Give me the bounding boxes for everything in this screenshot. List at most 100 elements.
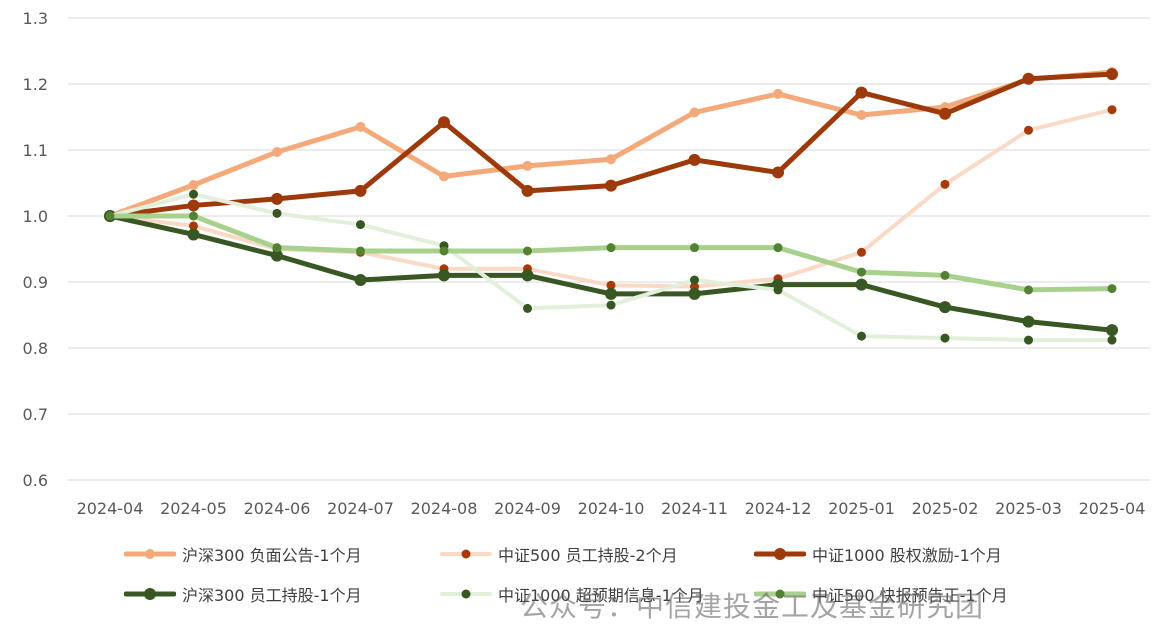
data-point	[271, 192, 283, 205]
data-point	[857, 247, 866, 257]
data-point	[773, 88, 783, 99]
data-point	[105, 211, 115, 221]
data-point	[773, 243, 783, 253]
legend-label: 沪深300 负面公告-1个月	[182, 546, 362, 565]
y-tick-label: 1.2	[23, 75, 48, 94]
y-tick-label: 0.9	[23, 273, 48, 292]
data-point	[606, 280, 616, 290]
data-point	[523, 303, 532, 313]
legend-item: 中证1000 股权激励-1个月	[754, 541, 1002, 567]
data-point	[605, 179, 617, 192]
data-point	[939, 107, 951, 120]
legend-label: 中证500 快报预告正-1个月	[812, 586, 1008, 605]
data-point	[272, 243, 282, 253]
data-point	[523, 246, 532, 256]
data-point	[605, 287, 617, 300]
series-line	[107, 69, 1115, 219]
data-point	[522, 160, 533, 171]
legend-swatch	[124, 541, 176, 567]
watermark-text: 公众号：中信建投金工及基金研究团	[520, 590, 985, 623]
data-point	[690, 243, 699, 253]
legend-label: 中证1000 超预期信息-1个月	[498, 586, 704, 605]
data-point	[354, 274, 367, 287]
legend-label: 中证500 员工持股-2个月	[498, 546, 678, 565]
data-point	[271, 249, 283, 262]
legend-swatch	[754, 541, 806, 567]
y-tick-label: 0.6	[23, 471, 48, 490]
data-point	[189, 189, 198, 199]
x-tick-label: 2024-06	[244, 499, 311, 518]
data-point	[187, 199, 200, 212]
data-point	[690, 275, 699, 285]
data-point	[855, 86, 868, 99]
data-point	[857, 267, 866, 277]
series-line	[107, 71, 1115, 219]
y-tick-label: 0.7	[23, 405, 48, 424]
data-point	[188, 179, 199, 190]
legend-swatch	[440, 581, 492, 607]
data-point	[606, 300, 616, 310]
data-point	[855, 278, 868, 291]
x-tick-label: 2025-01	[828, 499, 895, 518]
series-5	[105, 189, 1117, 345]
x-tick-label: 2024-08	[411, 499, 478, 518]
series-4	[104, 210, 1118, 337]
data-point	[772, 166, 784, 179]
x-tick-label: 2024-09	[494, 499, 561, 518]
legend-swatch	[440, 541, 492, 567]
data-point	[857, 331, 866, 341]
data-point	[1107, 335, 1117, 345]
data-point	[1107, 284, 1117, 294]
data-point	[356, 246, 365, 256]
y-tick-label: 0.8	[23, 339, 48, 358]
y-tick-label: 1.0	[23, 207, 48, 226]
data-point	[272, 146, 282, 157]
data-point	[1024, 285, 1033, 295]
chart-canvas: 0.6 0.7 0.8 0.9 1.0 1.1 1.2 1.3 2024-04 2024-05 20…	[23, 9, 1150, 518]
data-point	[940, 270, 950, 280]
data-point	[940, 179, 950, 189]
series-line	[107, 213, 1115, 333]
series-1	[105, 67, 1117, 221]
series-3	[104, 68, 1118, 222]
data-point	[689, 107, 700, 118]
data-point	[356, 220, 365, 230]
data-point	[189, 211, 198, 221]
data-point	[438, 116, 450, 129]
data-point	[521, 184, 534, 197]
data-point	[439, 171, 449, 182]
data-point	[439, 246, 449, 256]
data-point	[1024, 335, 1033, 345]
legend-swatch	[754, 581, 806, 607]
data-point	[272, 208, 282, 218]
data-point	[187, 228, 200, 241]
data-point	[438, 269, 450, 282]
legend-swatch	[124, 581, 176, 607]
series-6	[105, 211, 1117, 295]
data-point	[606, 243, 616, 253]
data-point	[939, 301, 951, 314]
legend-label: 沪深300 员工持股-1个月	[182, 586, 362, 605]
data-point	[1106, 324, 1118, 337]
legend-item: 中证500 员工持股-2个月	[440, 541, 678, 567]
data-point	[1106, 68, 1118, 81]
data-point	[940, 333, 950, 343]
data-point	[1024, 125, 1033, 135]
x-tick-label: 2024-10	[578, 499, 645, 518]
data-point	[856, 110, 867, 121]
legend-label: 中证1000 股权激励-1个月	[812, 546, 1002, 565]
x-tick-label: 2025-03	[995, 499, 1062, 518]
data-point	[354, 184, 367, 197]
x-tick-label: 2025-04	[1079, 499, 1146, 518]
data-point	[1107, 105, 1117, 115]
legend-item: 沪深300 负面公告-1个月	[124, 541, 362, 567]
legend-item: 沪深300 员工持股-1个月	[124, 581, 362, 607]
legend-item: 中证1000 超预期信息-1个月	[440, 581, 704, 607]
data-point	[521, 269, 534, 282]
data-point	[1022, 315, 1035, 328]
x-tick-label: 2025-02	[912, 499, 979, 518]
y-tick-label: 1.3	[23, 9, 48, 28]
data-point	[688, 287, 701, 300]
data-point	[773, 285, 783, 295]
